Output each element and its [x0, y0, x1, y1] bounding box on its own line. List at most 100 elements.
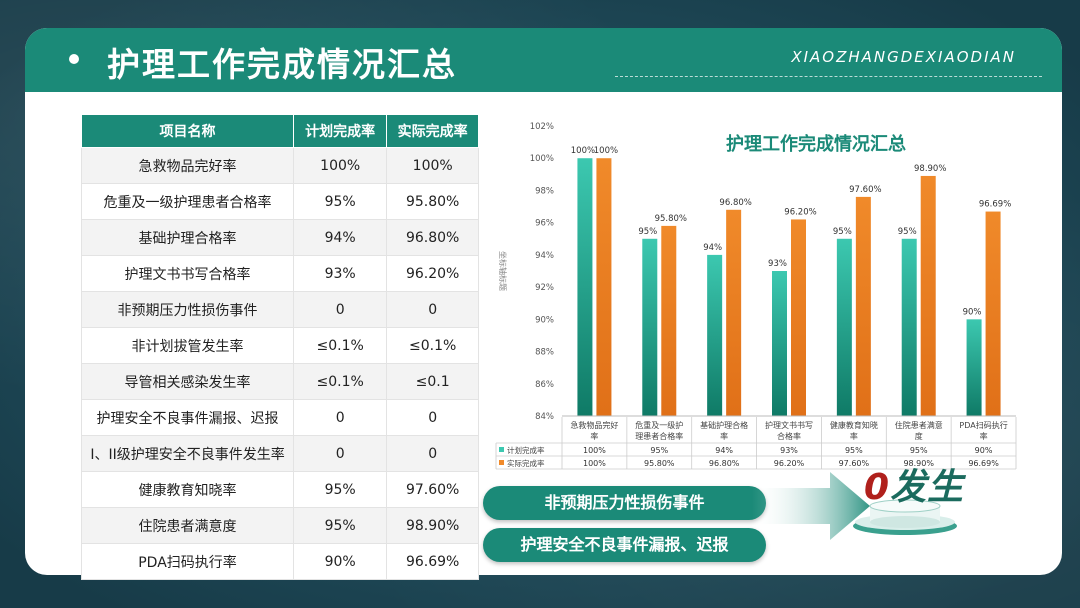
table-cell: 非预期压力性损伤事件: [80, 291, 295, 328]
bar-actual: [855, 196, 871, 416]
table-cell: 健康教育知晓率: [80, 471, 295, 508]
table-value: 100%: [583, 459, 606, 468]
y-tick-label: 90%: [535, 315, 554, 325]
table-row: 导管相关感染发生率 ≤0.1% ≤0.1: [80, 363, 479, 400]
y-tick-label: 98%: [535, 186, 554, 196]
table-cell: 0: [293, 435, 388, 472]
bar-plan: [836, 238, 852, 416]
y-tick-label: 94%: [535, 251, 554, 261]
table-header-cell: 计划完成率: [293, 114, 388, 148]
bar-actual: [920, 175, 936, 416]
arrow-icon: [752, 472, 870, 540]
legend-label: 实际完成率: [507, 458, 545, 468]
table-cell: 0: [293, 291, 388, 328]
table-value: 98.90%: [903, 459, 934, 468]
table-cell: 95%: [293, 507, 388, 544]
bar-actual: [726, 209, 742, 416]
y-tick-label: 88%: [535, 348, 554, 358]
table-row: 危重及一级护理患者合格率 95% 95.80%: [80, 183, 479, 220]
y-tick-label: 96%: [535, 219, 554, 229]
x-tick-label: 危重及一级护: [635, 420, 683, 430]
table-value: 96.20%: [774, 459, 805, 468]
table-cell: 护理文书书写合格率: [80, 255, 295, 292]
table-value: 90%: [975, 446, 993, 455]
y-tick-label: 92%: [535, 283, 554, 293]
x-tick-label: 度: [915, 431, 923, 441]
table-value: 95%: [845, 446, 863, 455]
x-tick-label: 率: [980, 431, 988, 441]
table-cell: 97.60%: [386, 471, 479, 508]
table-cell: 危重及一级护理患者合格率: [80, 183, 295, 220]
brand-text: XIAOZHANGDEXIAODIAN: [791, 48, 1016, 66]
table-cell: 护理安全不良事件漏报、迟报: [80, 399, 295, 436]
occurrence-text: 发生: [890, 467, 965, 508]
bar-plan: [577, 158, 593, 416]
y-tick-label: 102%: [530, 122, 554, 132]
x-tick-label: 理患者合格率: [635, 431, 683, 441]
table-value: 93%: [780, 446, 798, 455]
bar-actual: [661, 225, 677, 416]
table-value: 95.80%: [644, 459, 675, 468]
bar-plan: [772, 271, 787, 416]
table-cell: 96.20%: [386, 255, 479, 292]
table-row: 急救物品完好率 100% 100%: [80, 147, 479, 184]
data-label: 95.80%: [655, 214, 687, 224]
platform-icon: [853, 499, 957, 535]
legend-swatch: [499, 460, 504, 465]
table-cell: 100%: [293, 147, 388, 184]
data-label: 100%: [571, 146, 595, 156]
page-title: 护理工作完成情况汇总: [107, 45, 457, 84]
table-cell: 非计划拔管发生率: [80, 327, 295, 364]
table-cell: 90%: [293, 543, 388, 580]
slide-header: 护理工作完成情况汇总 XIAOZHANGDEXIAODIAN: [25, 28, 1062, 92]
table-value: 100%: [583, 446, 606, 455]
data-label: 100%: [594, 146, 618, 156]
table-cell: 0: [293, 399, 388, 436]
legend-label: 计划完成率: [507, 445, 545, 455]
x-tick-label: 护理文书书写: [765, 420, 813, 430]
data-label: 97.60%: [849, 185, 881, 195]
summary-table: 项目名称 计划完成率 实际完成率 急救物品完好率 100% 100% 危重及一级护理…: [80, 114, 479, 580]
table-header-cell: 项目名称: [80, 114, 295, 148]
table-row: PDA扫码执行率 90% 96.69%: [80, 543, 479, 580]
y-tick-label: 84%: [535, 412, 554, 422]
table-cell: 96.69%: [386, 543, 479, 580]
table-value: 95%: [650, 446, 668, 455]
table-value: 97.60%: [839, 459, 870, 468]
data-label: 95%: [898, 227, 917, 237]
table-cell: 导管相关感染发生率: [80, 363, 295, 400]
x-tick-label: 率: [590, 431, 598, 441]
table-cell: 基础护理合格率: [80, 219, 295, 256]
bar-actual: [985, 211, 1001, 416]
table-value: 95%: [910, 446, 928, 455]
y-tick-label: 100%: [530, 154, 554, 164]
table-value: 94%: [715, 446, 733, 455]
table-value: 96.69%: [968, 459, 999, 468]
table-header-row: 项目名称 计划完成率 实际完成率: [80, 114, 479, 148]
table-cell: I、II级护理安全不良事件发生率: [80, 435, 295, 472]
table-cell: ≤0.1: [386, 363, 479, 400]
x-tick-label: 住院患者满意: [895, 420, 943, 430]
table-cell: 96.80%: [386, 219, 479, 256]
table-row: 护理文书书写合格率 93% 96.20%: [80, 255, 479, 292]
table-cell: 100%: [386, 147, 479, 184]
bullet-icon: [69, 54, 79, 64]
table-header-cell: 实际完成率: [386, 114, 479, 148]
data-label: 96.80%: [719, 198, 751, 208]
header-divider: [615, 76, 1042, 77]
table-cell: 0: [386, 399, 479, 436]
table-cell: ≤0.1%: [293, 363, 388, 400]
table-row: 住院患者满意度 95% 98.90%: [80, 507, 479, 544]
bar-plan: [901, 238, 917, 416]
data-label: 96.20%: [784, 207, 816, 217]
table-cell: ≤0.1%: [293, 327, 388, 364]
zero-number: 0: [864, 467, 891, 508]
table-cell: PDA扫码执行率: [80, 543, 295, 580]
data-label: 96.69%: [979, 200, 1011, 210]
table-row: I、II级护理安全不良事件发生率 0 0: [80, 435, 479, 472]
data-label: 95%: [833, 227, 852, 237]
table-cell: 93%: [293, 255, 388, 292]
bar-plan: [966, 319, 982, 416]
data-label: 90%: [963, 307, 982, 317]
table-row: 非计划拔管发生率 ≤0.1% ≤0.1%: [80, 327, 479, 364]
